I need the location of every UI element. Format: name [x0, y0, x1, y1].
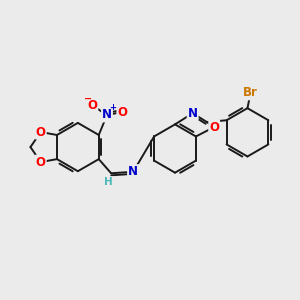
Text: H: H — [104, 177, 113, 187]
Text: O: O — [36, 156, 46, 169]
Text: +: + — [109, 103, 116, 112]
Text: N: N — [128, 165, 138, 178]
Text: O: O — [87, 99, 97, 112]
Text: O: O — [117, 106, 127, 118]
Text: N: N — [102, 109, 112, 122]
Text: N: N — [128, 165, 138, 178]
Text: −: − — [83, 94, 92, 104]
Text: O: O — [209, 121, 219, 134]
Text: O: O — [36, 125, 46, 139]
Text: Br: Br — [242, 86, 257, 99]
Text: N: N — [188, 107, 198, 120]
